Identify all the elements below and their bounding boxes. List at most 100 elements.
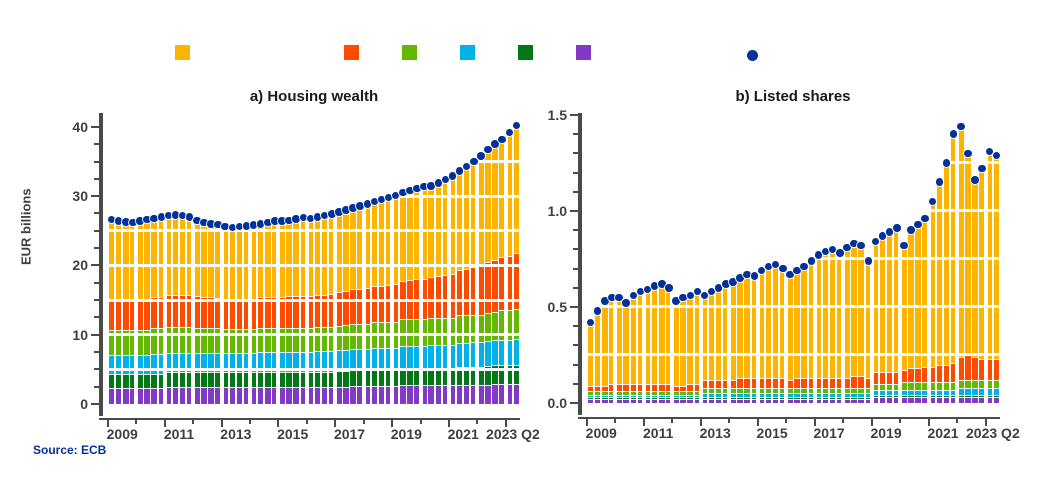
y-tick-label: 0.0: [547, 395, 567, 411]
y-major-tick: [91, 333, 99, 336]
bar-segment-red_orange: [851, 376, 857, 388]
bar-segment-green: [279, 328, 285, 353]
total-marker: [427, 182, 435, 190]
total-marker: [978, 164, 986, 173]
x-tick-label: 2011: [643, 425, 674, 441]
bar-segment-light_blue: [286, 352, 292, 373]
v-gridline: [670, 113, 675, 403]
v-gridline: [983, 113, 988, 403]
bar-segment-green: [587, 391, 594, 396]
y-tick-label: 1.0: [547, 202, 567, 219]
bar-segment-light_blue: [893, 389, 900, 396]
v-gridline: [812, 113, 817, 403]
bar-segment-light_blue: [730, 393, 736, 398]
x-major-tick: [756, 419, 759, 426]
total-marker: [342, 206, 350, 214]
bar-segment-purple: [350, 385, 356, 404]
bar-segment-purple: [602, 399, 608, 403]
legend-swatch-amber: [175, 45, 190, 60]
bar-segment-purple: [637, 399, 644, 403]
bar-segment-green: [922, 381, 928, 390]
bar-segment-red_orange: [513, 252, 520, 310]
y-minor-tick: [573, 229, 578, 232]
bar-segment-light_blue: [594, 395, 601, 398]
x-tick-label: 2009: [585, 425, 617, 441]
bar-segment-red_orange: [986, 358, 993, 380]
bar-segment-purple: [513, 383, 520, 404]
bar-segment-green: [435, 318, 442, 346]
bar-segment-light_blue: [637, 395, 644, 398]
bar-segment-green: [499, 310, 505, 340]
bar-segment-purple: [392, 385, 399, 404]
bar-segment-green: [158, 328, 165, 355]
bar-segment-red_orange: [651, 383, 658, 392]
bar-segment-purple: [794, 399, 800, 403]
bar-segment-amber: [680, 297, 686, 386]
v-gridline: [390, 113, 395, 404]
bar-segment-green: [751, 387, 758, 394]
h-gridline: [587, 209, 1000, 213]
bar-segment-purple: [137, 388, 143, 404]
bar-segment-green: [400, 319, 406, 346]
total-marker: [306, 214, 315, 223]
bar-segment-light_blue: [421, 345, 427, 368]
x-tick-label: 2019: [390, 426, 422, 442]
total-marker: [157, 213, 166, 221]
x-minor-tick: [614, 419, 617, 423]
bar-segment-purple: [243, 387, 250, 404]
bar-segment-amber: [463, 166, 470, 269]
bar-segment-green: [829, 387, 836, 394]
v-gridline: [276, 113, 281, 404]
bar-segment-light_blue: [979, 387, 985, 396]
bar-segment-green: [886, 383, 893, 390]
bar-segment-red_orange: [329, 293, 335, 328]
bar-segment-purple: [272, 387, 278, 404]
bar-segment-red_orange: [765, 378, 772, 388]
bar-segment-light_blue: [958, 387, 964, 396]
bar-segment-purple: [364, 385, 371, 404]
total-marker: [693, 287, 702, 296]
bar-segment-green: [865, 387, 872, 394]
h-gridline: [587, 353, 1000, 357]
bar-segment-red_orange: [428, 276, 434, 319]
bar-segment-purple: [456, 384, 463, 404]
bar-segment-green: [513, 309, 520, 339]
bar-segment-light_blue: [243, 352, 250, 373]
bar-segment-light_blue: [837, 393, 843, 398]
bar-segment-purple: [701, 399, 708, 403]
total-marker: [150, 214, 158, 223]
total-marker: [171, 211, 180, 219]
bar-segment-amber: [858, 245, 864, 377]
bar-segment-red_orange: [108, 300, 115, 330]
x-tick-label: 2013: [699, 425, 731, 441]
bar-segment-purple: [765, 399, 772, 403]
bar-segment-dark_green: [609, 397, 615, 400]
bar-segment-green: [893, 383, 900, 390]
x-major-tick: [107, 420, 109, 427]
bar-segment-dark_green: [151, 373, 157, 389]
bar-segment-purple: [250, 387, 257, 404]
bar-segment-purple: [609, 399, 615, 403]
bar-segment-light_blue: [499, 339, 505, 366]
bar-segment-dark_green: [858, 397, 864, 400]
bar-segment-light_blue: [993, 387, 1000, 396]
v-gridline: [162, 113, 167, 404]
bar-segment-light_blue: [694, 395, 701, 398]
bar-segment-green: [936, 381, 943, 390]
bar-segment-dark_green: [701, 397, 708, 400]
total-marker: [498, 135, 506, 144]
bar-segment-red_orange: [165, 294, 172, 328]
bar-segment-dark_green: [165, 372, 172, 388]
bar-segment-light_blue: [300, 352, 307, 373]
y-minor-tick: [94, 160, 99, 163]
bar-segment-light_blue: [123, 354, 129, 374]
y-minor-tick: [94, 299, 99, 302]
total-marker: [441, 175, 450, 184]
bar-segment-red_orange: [780, 378, 786, 388]
bar-segment-red_orange: [286, 295, 292, 328]
bar-segment-dark_green: [908, 395, 914, 398]
bar-segment-light_blue: [929, 389, 936, 396]
bar-segment-red_orange: [694, 383, 701, 392]
bar-segment-red_orange: [936, 364, 943, 382]
